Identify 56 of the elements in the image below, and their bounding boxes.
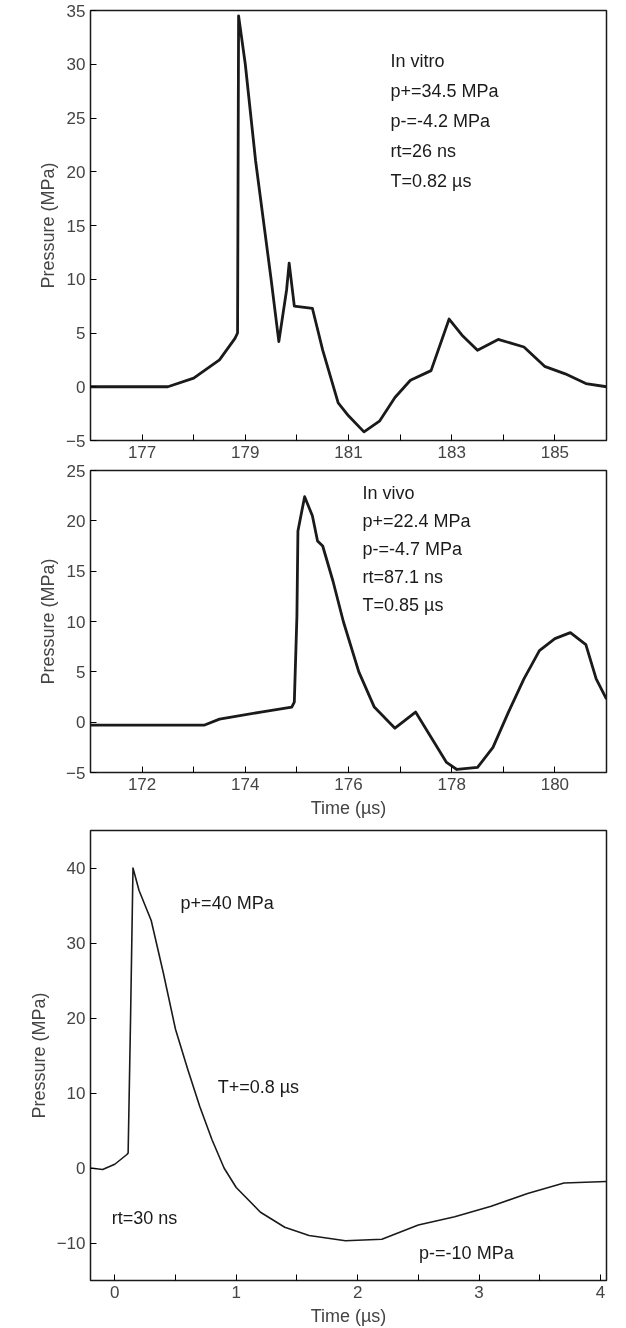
x-tick-label: 172 [127,774,157,794]
annotation: rt=30 ns [111,1207,178,1228]
x-tick-label: 0 [110,1282,120,1302]
y-tick-label: 40 [66,859,86,878]
y-tick-label: 35 [66,1,86,21]
annotation: rt=26 ns [390,140,457,161]
x-tick-label: 176 [334,774,363,794]
x-tick-label: 2 [352,1282,363,1302]
annotation: p-=-4.7 MPa [362,538,464,559]
annotation: p+=22.4 MPa [362,510,472,531]
x-tick-label: 180 [540,774,570,794]
x-tick-label: 4 [595,1282,606,1302]
x-tick-label: 178 [437,774,466,794]
x-tick-label: 179 [231,442,260,462]
annotation: p-=-4.2 MPa [390,110,492,131]
y-tick-label: 15 [66,216,86,236]
annotation: In vitro [390,50,445,71]
x-axis-title: Time (µs) [310,797,387,818]
x-tick-label: 3 [474,1282,484,1302]
annotation: p+=34.5 MPa [390,80,500,101]
y-axis-title: Pressure (MPa) [38,162,59,289]
x-tick-label: 174 [231,774,260,794]
y-tick-label: −10 [56,1234,86,1253]
y-axis-title: Pressure (MPa) [38,558,59,685]
y-tick-label: 5 [76,324,86,343]
y-axis-title: Pressure (MPa) [28,992,49,1119]
y-tick-label: 5 [76,662,86,682]
annotation: rt=87.1 ns [362,566,444,587]
y-tick-label: 30 [66,55,86,75]
y-tick-label: 25 [66,461,86,481]
y-tick-label: −5 [66,763,86,783]
annotation: p-=-10 MPa [419,1242,515,1263]
y-tick-label: 20 [66,511,86,531]
y-tick-label: −5 [66,431,86,451]
y-tick-label: 0 [76,1159,86,1178]
y-tick-label: 30 [66,934,86,953]
y-tick-label: 10 [66,612,86,632]
x-tick-label: 183 [437,442,466,462]
annotation: p+=40 MPa [180,892,275,913]
x-tick-label: 181 [334,442,363,462]
annotation: In vivo [362,482,415,503]
annotation: T=0.85 µs [362,594,444,615]
y-tick-label: 10 [66,270,86,290]
x-tick-label: 185 [540,442,570,462]
y-tick-label: 10 [66,1084,86,1103]
annotation: T+=0.8 µs [217,1076,300,1097]
y-tick-label: 15 [66,562,86,582]
y-tick-label: 20 [66,162,86,182]
y-tick-label: 20 [66,1009,86,1028]
x-tick-label: 177 [127,442,157,462]
x-axis-title: Time (µs) [310,1305,387,1326]
y-tick-label: 25 [66,109,86,128]
y-tick-label: 0 [76,713,86,733]
x-tick-label: 1 [231,1282,241,1302]
annotation: T=0.82 µs [390,170,472,191]
y-tick-label: 0 [76,377,86,397]
